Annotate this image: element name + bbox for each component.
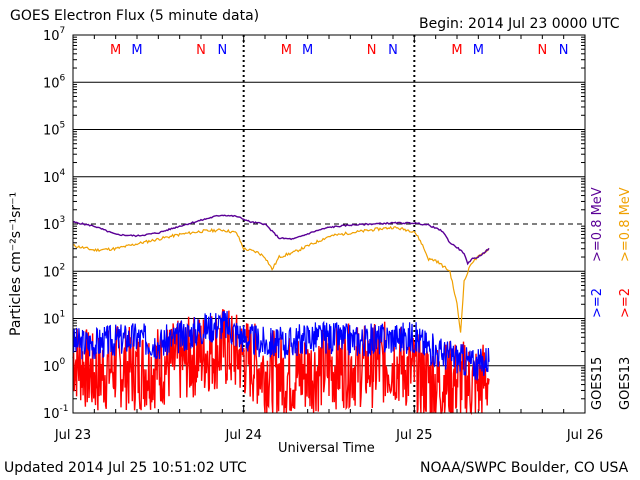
updated-timestamp: Updated 2014 Jul 25 10:51:02 UTC (4, 460, 247, 476)
y-tick-label: 101 (43, 310, 65, 328)
legend-goes15-08mev: >=0.8 MeV (590, 187, 605, 262)
y-tick-label: 104 (43, 168, 66, 186)
y-tick-label: 105 (43, 121, 65, 139)
mn-marker: N (559, 43, 569, 58)
x-tick-label: Jul 26 (566, 428, 603, 443)
y-axis-label-text: Particles cm⁻²s⁻¹sr⁻¹ (8, 191, 24, 336)
y-axis-label: Particles cm⁻²s⁻¹sr⁻¹ (8, 192, 24, 336)
legend-goes13-2mev: >=2 (618, 288, 633, 318)
mn-marker: M (451, 43, 462, 58)
y-tick-base: 10 (43, 265, 60, 280)
y-tick-exp: 2 (60, 262, 66, 272)
y-tick-base: 10 (43, 124, 60, 139)
mn-marker: M (473, 43, 484, 58)
begin-time: Begin: 2014 Jul 23 0000 UTC (419, 16, 620, 32)
y-tick-label: 103 (43, 215, 65, 233)
y-tick-base: 10 (43, 407, 60, 422)
plot-frame (72, 34, 586, 414)
y-tick-base: 10 (43, 218, 60, 233)
y-tick-exp: 4 (60, 168, 66, 178)
mn-marker: M (131, 43, 142, 58)
y-tick-exp: 1 (60, 310, 66, 320)
chart-title: GOES Electron Flux (5 minute data) (10, 8, 260, 24)
x-tick-label: Jul 23 (54, 428, 91, 443)
y-tick-base: 10 (43, 360, 60, 375)
y-tick-base: 10 (43, 76, 60, 91)
legend-goes15-2mev: >=2 (590, 288, 605, 318)
series-goes13-08mev (72, 225, 490, 333)
legend-goes13: GOES13 (618, 357, 633, 410)
x-tick-label: Jul 24 (224, 428, 261, 443)
y-tick-exp: 6 (60, 73, 66, 83)
y-tick-base: 10 (43, 29, 60, 44)
x-axis-label: Universal Time (278, 441, 375, 456)
legend-goes13-08mev: >=0.8 MeV (618, 187, 633, 262)
y-tick-exp: -1 (60, 404, 69, 414)
y-tick-label: 102 (43, 262, 65, 280)
mn-marker: N (388, 43, 398, 58)
x-tick-label: Jul 25 (395, 428, 432, 443)
y-tick-exp: 0 (60, 357, 66, 367)
y-tick-label: 107 (43, 26, 65, 44)
y-tick-label: 106 (43, 73, 66, 91)
mn-marker: M (281, 43, 292, 58)
series-goes15-08mev (72, 214, 490, 266)
y-tick-exp: 7 (60, 26, 66, 36)
y-tick-exp: 3 (60, 215, 66, 225)
mn-marker: N (217, 43, 227, 58)
y-tick-exp: 5 (60, 121, 66, 131)
y-tick-label: 100 (43, 357, 66, 375)
credit-text: NOAA/SWPC Boulder, CO USA (420, 460, 629, 476)
mn-marker: N (196, 43, 206, 58)
y-tick-label: 10-1 (43, 404, 69, 422)
mn-marker: N (367, 43, 377, 58)
legend-goes15: GOES15 (590, 357, 605, 410)
mn-marker: M (110, 43, 121, 58)
mn-marker: M (302, 43, 313, 58)
y-tick-base: 10 (43, 171, 60, 186)
series-goes15-2mev (72, 310, 490, 381)
mn-marker: N (537, 43, 547, 58)
y-tick-base: 10 (43, 313, 60, 328)
